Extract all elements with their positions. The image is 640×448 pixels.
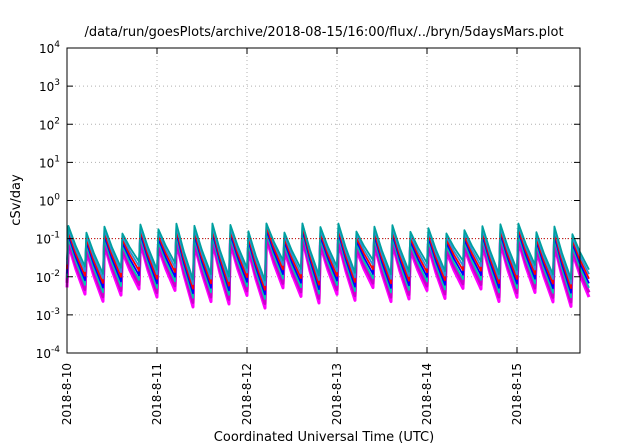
- x-axis-label: Coordinated Universal Time (UTC): [214, 430, 434, 445]
- y-tick-label: 100: [39, 193, 60, 209]
- y-axis-label: cSv/day: [9, 174, 24, 226]
- x-tick-label: 2018-8-13: [330, 363, 344, 425]
- y-tick-label: 10-3: [36, 307, 60, 323]
- series-group: [65, 222, 591, 310]
- chart-title: /data/run/goesPlots/archive/2018-08-15/1…: [84, 25, 563, 40]
- y-tick-label: 10-2: [36, 269, 60, 285]
- x-tick-label: 2018-8-12: [240, 363, 254, 425]
- x-tick-label: 2018-8-10: [60, 363, 74, 425]
- series-line: [66, 222, 590, 282]
- y-tick-label: 102: [39, 116, 60, 132]
- x-tick-label: 2018-8-14: [420, 363, 434, 425]
- x-tick-label: 2018-8-11: [150, 363, 164, 425]
- y-tick-label: 10-1: [36, 231, 60, 247]
- x-tick-label: 2018-8-15: [510, 363, 524, 425]
- x-axis-ticks: 2018-8-10 2018-8-11 2018-8-12 2018-8-13 2018…: [60, 48, 524, 425]
- y-axis-ticks: 10-4 10-3 10-2 10-1 100 101 102 103 104: [36, 40, 580, 361]
- y-tick-label: 103: [39, 78, 60, 94]
- y-tick-label: 10-4: [36, 345, 61, 361]
- y-tick-label: 101: [39, 154, 60, 170]
- grid-lines: [67, 48, 580, 353]
- y-tick-label: 104: [39, 40, 60, 56]
